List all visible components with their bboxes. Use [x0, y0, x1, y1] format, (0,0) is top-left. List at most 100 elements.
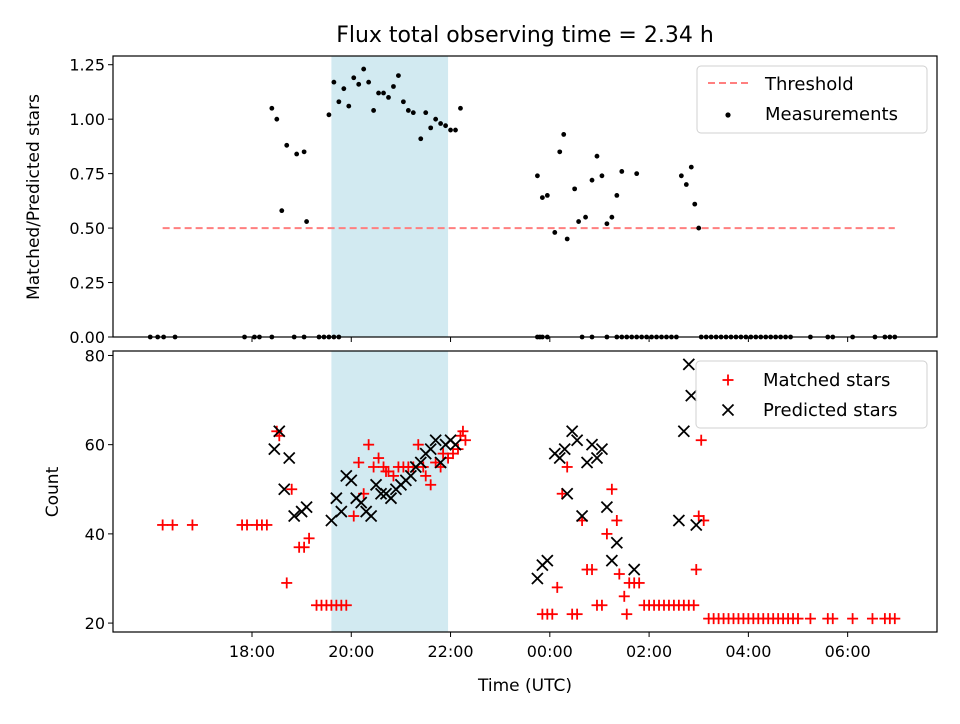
- predicted-stars-point: [345, 474, 358, 487]
- matched-stars-point: [611, 514, 623, 526]
- x-tick-label: 02:00: [626, 642, 672, 661]
- measurement-point: [544, 193, 550, 198]
- predicted-stars-point: [283, 451, 296, 465]
- y-tick-label: 0.00: [69, 328, 105, 347]
- predicted-stars-point: [580, 456, 594, 469]
- y-tick-label: 1.25: [69, 56, 105, 75]
- measurement-point: [405, 108, 411, 113]
- predicted-stars-point: [682, 358, 695, 371]
- bottom-panel: 20 40 60 80 18:00 20:00 22:00 00:00 02:00 04:00 0…: [43, 346, 938, 696]
- matched-stars-point: [457, 425, 469, 437]
- matched-stars-point: [556, 488, 568, 500]
- x-tick-label: 22:00: [427, 642, 473, 661]
- matched-stars-point: [695, 434, 707, 446]
- predicted-stars-point: [531, 572, 544, 585]
- measurement-point: [386, 94, 391, 100]
- matched-stars-point: [261, 519, 273, 531]
- predicted-stars-point: [384, 492, 398, 505]
- matched-stars-point: [298, 541, 310, 553]
- measurement-point: [535, 173, 540, 179]
- matched-stars-point: [561, 461, 573, 473]
- predicted-stars-point: [575, 509, 589, 523]
- bottom-legend-box: [695, 360, 928, 429]
- y-tick-label: 20: [85, 614, 105, 633]
- predicted-stars-point: [566, 425, 579, 438]
- measurement-point: [604, 221, 610, 227]
- predicted-stars-point: [672, 514, 686, 527]
- predicted-stars-point: [424, 442, 437, 456]
- measurement-point: [336, 99, 342, 105]
- measurement-point: [683, 182, 689, 187]
- matched-stars-point: [792, 613, 804, 625]
- predicted-stars-point: [558, 442, 571, 456]
- measurement-point: [294, 151, 300, 157]
- predicted-stars-point: [610, 536, 623, 549]
- top-panel: 0.00 0.25 0.50 0.75 1.00 1.25 Matched/Predict…: [24, 55, 938, 347]
- measurement-point: [366, 79, 372, 85]
- measurement-point: [433, 116, 439, 122]
- measurement-point: [448, 127, 453, 133]
- observing-window-shade: [331, 351, 449, 632]
- matched-stars-point: [618, 590, 630, 602]
- predicted-stars-point: [404, 469, 417, 483]
- measurement-point: [453, 127, 458, 133]
- predicted-stars-point: [278, 483, 291, 496]
- matched-stars-point: [186, 519, 198, 531]
- matched-stars-point: [546, 608, 558, 620]
- measurement-point: [301, 149, 307, 155]
- observing-window-shade: [331, 56, 449, 337]
- bottom-legend: Matched stars Predicted stars: [695, 360, 928, 429]
- predicted-stars-point: [429, 434, 442, 447]
- measurement-point: [423, 110, 429, 116]
- legend-measurements-swatch: [725, 112, 731, 118]
- matched-stars-point: [340, 599, 352, 611]
- y-tick-label: 1.00: [69, 110, 105, 129]
- matched-stars-point: [387, 470, 399, 482]
- measurement-point: [609, 214, 615, 220]
- measurement-point: [371, 108, 377, 113]
- predicted-stars-point: [355, 496, 368, 509]
- measurement-point: [351, 75, 357, 81]
- measurement-point: [284, 142, 290, 148]
- predicted-stars-point: [561, 487, 574, 500]
- matched-stars-point: [827, 613, 839, 625]
- measurement-point: [583, 214, 588, 220]
- predicted-stars-point: [605, 554, 619, 567]
- matched-stars-point: [373, 452, 385, 464]
- measurement-point: [361, 66, 367, 72]
- matched-stars-point: [804, 613, 816, 625]
- predicted-stars-point: [590, 451, 604, 465]
- top-legend: Threshold Measurements: [696, 65, 928, 134]
- measurement-point: [304, 219, 309, 224]
- predicted-stars-point: [685, 389, 698, 402]
- legend-plus-marker: [722, 374, 734, 386]
- x-tick-label: 18:00: [229, 642, 275, 661]
- x-tick-label: 06:00: [825, 642, 871, 661]
- matched-stars-point: [866, 613, 878, 625]
- legend-threshold-label: Threshold: [764, 74, 854, 95]
- measurement-point: [589, 177, 595, 183]
- matched-stars-point: [571, 608, 583, 620]
- measurement-point: [696, 225, 702, 231]
- y-tick-label: 40: [85, 525, 105, 544]
- y-tick-label: 80: [85, 346, 105, 365]
- legend-matched-label: Matched stars: [763, 370, 890, 391]
- bottom-y-axis-label: Count: [43, 466, 63, 517]
- matched-stars-point: [606, 483, 618, 495]
- measurement-point: [396, 73, 401, 79]
- predicted-stars-point: [449, 438, 462, 451]
- predicted-stars-point: [570, 434, 584, 447]
- legend-predicted-label: Predicted stars: [763, 400, 897, 421]
- y-tick-label: 0.50: [69, 219, 105, 238]
- matched-stars-point: [286, 483, 298, 495]
- legend-x-marker: [721, 403, 735, 417]
- matched-stars-point: [348, 510, 360, 522]
- matched-stars-point: [847, 613, 859, 625]
- measurement-point: [599, 173, 605, 179]
- matched-stars-point: [368, 461, 380, 473]
- predicted-stars-point: [325, 514, 338, 527]
- legend-measurements-label: Measurements: [765, 104, 898, 125]
- measurement-point: [692, 201, 698, 207]
- x-tick-label: 00:00: [527, 642, 573, 661]
